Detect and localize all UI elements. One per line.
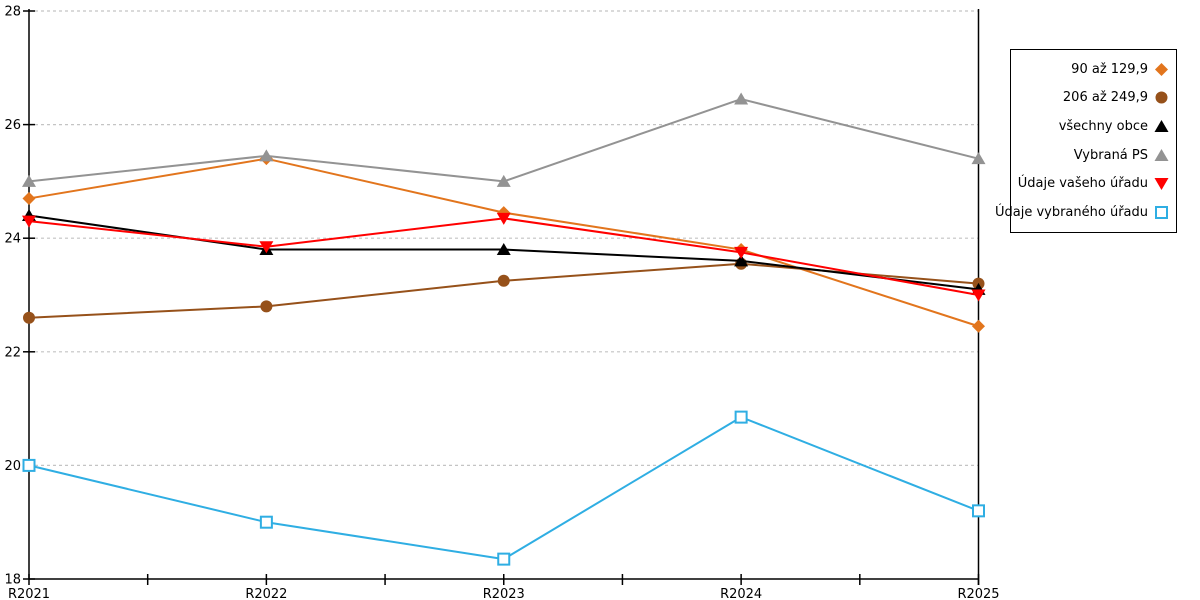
legend-item: Údaje vašeho úřadu	[1015, 176, 1169, 191]
triangle-up-marker-icon	[734, 92, 749, 105]
square-open-marker-icon	[22, 458, 36, 472]
square-open-glyph	[1155, 206, 1168, 220]
circle-glyph	[1155, 91, 1168, 104]
series-line	[28, 416, 979, 561]
triangle-up-marker-icon	[1154, 148, 1169, 161]
legend-item: Vybraná PS	[1015, 148, 1169, 163]
legend-label: 90 až 129,9	[1071, 61, 1148, 77]
triangle-down-marker-icon	[22, 215, 36, 228]
diamond-marker-icon	[1155, 62, 1168, 76]
circle-marker-icon	[23, 311, 35, 324]
square-open-marker-icon	[734, 410, 748, 424]
triangle-down-marker-icon	[971, 289, 986, 302]
legend-item: všechny obce	[1015, 119, 1169, 134]
circle-marker-icon	[1154, 90, 1169, 105]
circle-marker-icon	[497, 274, 510, 287]
square-open-marker-icon	[259, 515, 273, 529]
triangle-up-marker-icon	[1154, 120, 1169, 133]
legend-label: Vybraná PS	[1073, 147, 1148, 163]
diamond-marker-icon	[22, 191, 36, 205]
triangle-down-marker-icon	[1154, 178, 1169, 191]
legend-label: Údaje vašeho úřadu	[1017, 176, 1148, 192]
legend-label: 206 až 249,9	[1062, 90, 1148, 106]
square-open-marker-icon	[972, 504, 985, 518]
chart-legend: 90 až 129,9 206 až 249,9 všechny obce Vy…	[995, 49, 1177, 233]
legend-label: Údaje vybraného úřadu	[994, 205, 1148, 221]
legend-item: Údaje vybraného úřadu	[995, 205, 1169, 220]
series-line	[28, 98, 979, 183]
square-open-marker-icon	[1155, 206, 1168, 220]
x-axis-label: R2022	[245, 587, 287, 600]
triangle-up-marker-icon	[496, 174, 511, 187]
y-axis-label: 28	[4, 5, 21, 20]
triangle-down-marker-icon	[1154, 176, 1169, 191]
square-open-marker-icon	[497, 552, 511, 566]
x-axis-label: R2021	[8, 587, 50, 600]
circle-marker-icon	[260, 300, 273, 313]
triangle-up-glyph	[1154, 120, 1169, 133]
circle-marker-icon	[1155, 91, 1168, 104]
triangle-up-marker-icon	[22, 174, 36, 187]
triangle-up-marker-icon	[496, 243, 511, 256]
series-3	[22, 92, 986, 187]
series-1	[23, 257, 985, 324]
triangle-up-marker-icon	[1154, 148, 1169, 163]
diamond-marker-icon	[972, 319, 985, 333]
y-axis-label: 24	[4, 232, 21, 247]
triangle-down-marker-icon	[496, 212, 511, 225]
triangle-up-marker-icon	[259, 149, 274, 162]
series-4	[22, 212, 986, 302]
triangle-down-marker-icon	[734, 246, 749, 259]
line-chart: 18 20 22 24 26 28 R2021 R2022 R2023 R2024 R2025	[4, 5, 999, 600]
x-axis-label: R2025	[957, 587, 999, 600]
x-axis-label: R2024	[720, 587, 762, 600]
square-open-marker-icon	[1154, 205, 1169, 220]
y-axis-label: 18	[4, 573, 21, 588]
triangle-up-glyph	[1154, 148, 1169, 161]
triangle-up-marker-icon	[734, 254, 749, 267]
legend-item: 206 až 249,9	[1015, 90, 1169, 105]
triangle-down-marker-icon	[259, 241, 274, 254]
triangle-up-marker-icon	[971, 152, 986, 165]
series-5	[22, 410, 985, 566]
legend-item: 90 až 129,9	[1015, 62, 1169, 77]
triangle-up-marker-icon	[1154, 119, 1169, 134]
diamond-marker-icon	[1154, 62, 1169, 77]
y-axis-label: 26	[4, 118, 21, 133]
triangle-down-glyph	[1154, 178, 1169, 191]
legend-label: všechny obce	[1058, 119, 1148, 135]
x-axis-label: R2023	[483, 587, 525, 600]
y-axis-label: 22	[4, 345, 21, 360]
diamond-glyph	[1155, 62, 1168, 76]
y-axis-label: 20	[4, 459, 21, 474]
